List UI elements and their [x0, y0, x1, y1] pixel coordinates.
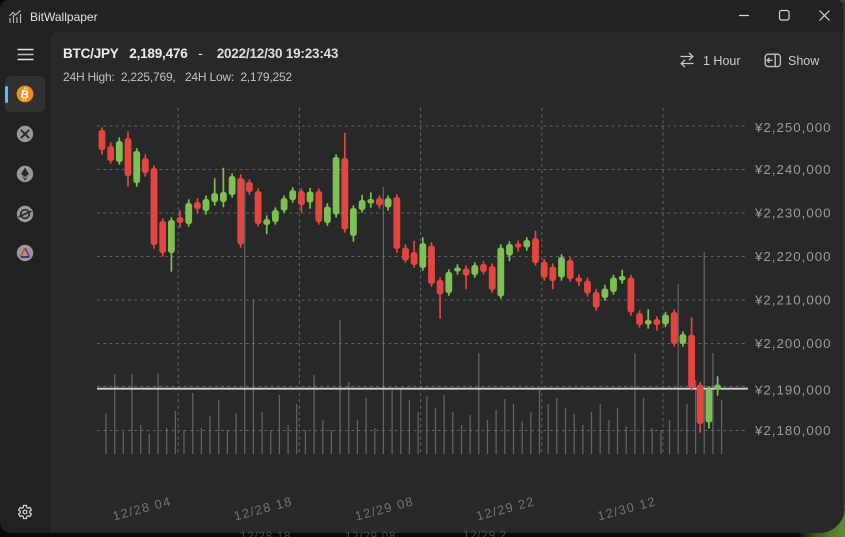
svg-text:¥2,200,000: ¥2,200,000: [754, 336, 832, 351]
svg-text:¥2,190,000: ¥2,190,000: [754, 382, 832, 397]
svg-text:12/29 08: 12/29 08: [345, 531, 396, 537]
svg-text:¥2,210,000: ¥2,210,000: [754, 293, 832, 308]
svg-text:¥2,230,000: ¥2,230,000: [754, 206, 832, 221]
svg-text:¥2,220,000: ¥2,220,000: [754, 249, 832, 264]
svg-text:12/29 2: 12/29 2: [463, 530, 507, 537]
svg-text:¥2,240,000: ¥2,240,000: [754, 162, 832, 177]
svg-text:¥2,250,000: ¥2,250,000: [754, 120, 832, 135]
svg-text:12/28 18: 12/28 18: [240, 531, 291, 537]
svg-text:¥2,180,000: ¥2,180,000: [754, 423, 832, 438]
svg-text:B: B: [20, 89, 30, 102]
